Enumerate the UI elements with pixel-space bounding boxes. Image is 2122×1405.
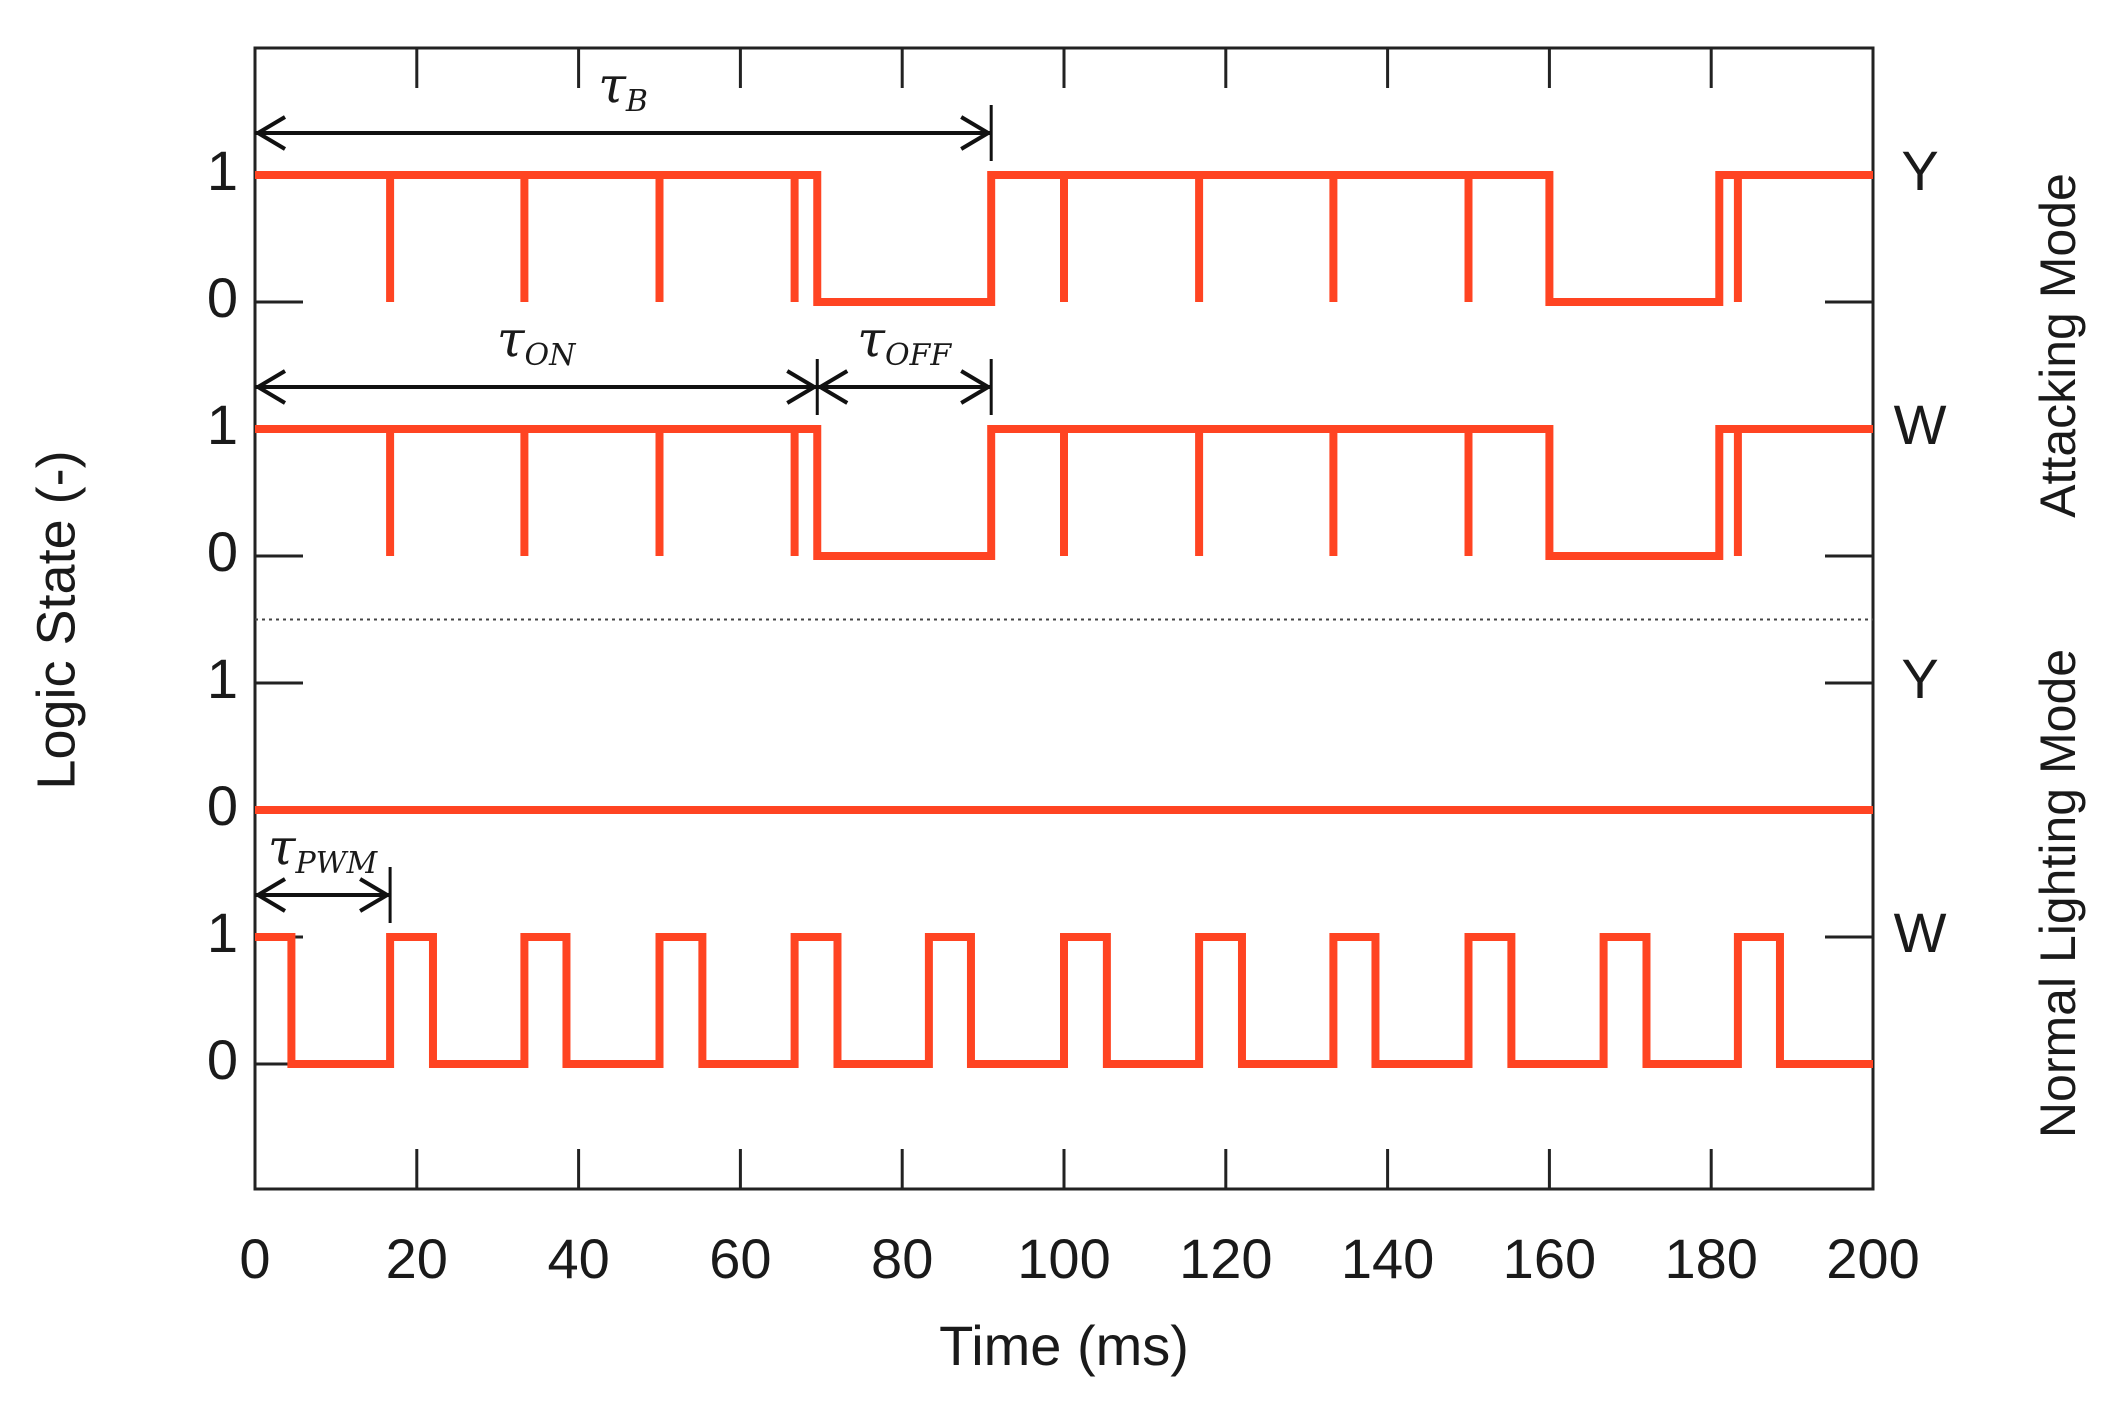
annotation-subscript: B (625, 84, 648, 119)
arrow-head (960, 369, 993, 405)
x-tick-label: 120 (1179, 1227, 1272, 1290)
annotation-label: τOFF (857, 310, 952, 373)
x-tick-label: 100 (1017, 1227, 1110, 1290)
x-tick-label: 160 (1503, 1227, 1596, 1290)
annotation-subscript: PWM (295, 846, 379, 881)
group-label: Attacking Mode (2030, 173, 2086, 518)
series-label: W (1894, 393, 1947, 456)
x-tick-label: 200 (1826, 1227, 1919, 1290)
series-label: Y (1901, 647, 1938, 710)
annotation-label: τB (598, 56, 648, 119)
x-axis-label: Time (ms) (939, 1314, 1189, 1377)
series-label: W (1894, 901, 1947, 964)
y-tick-label: 1 (207, 901, 238, 964)
waveform (255, 171, 1873, 306)
waveform (255, 933, 1873, 1068)
annotation-label: τPWM (268, 818, 379, 881)
annotation-symbol: τ (598, 56, 627, 114)
annotation-symbol: τ (857, 310, 886, 368)
arrow-head (786, 369, 819, 405)
series-label: Y (1901, 139, 1938, 202)
y-tick-label: 0 (207, 774, 238, 837)
arrow-head (254, 115, 287, 151)
annotation-symbol: τ (497, 310, 526, 368)
y-tick-label: 0 (207, 266, 238, 329)
x-tick-label: 80 (871, 1227, 933, 1290)
annotation-label: τON (497, 310, 577, 373)
arrow-head (359, 877, 392, 913)
x-tick-label: 140 (1341, 1227, 1434, 1290)
y-tick-label: 1 (207, 647, 238, 710)
group-label: Normal Lighting Mode (2030, 649, 2086, 1138)
x-tick-label: 60 (709, 1227, 771, 1290)
x-tick-label: 180 (1664, 1227, 1757, 1290)
arrow-head (254, 877, 287, 913)
arrow-head (816, 369, 849, 405)
arrow-head (254, 369, 287, 405)
x-tick-label: 40 (547, 1227, 609, 1290)
waveform (255, 425, 1873, 560)
annotation-symbol: τ (268, 818, 297, 876)
y-tick-label: 0 (207, 1028, 238, 1091)
y-tick-label: 1 (207, 139, 238, 202)
annotation-subscript: OFF (885, 338, 952, 373)
y-axis-label: Logic State (-) (26, 450, 86, 789)
x-tick-label: 0 (239, 1227, 270, 1290)
y-tick-label: 0 (207, 520, 238, 583)
x-tick-label: 20 (386, 1227, 448, 1290)
annotation-subscript: ON (525, 338, 578, 373)
y-tick-label: 1 (207, 393, 238, 456)
arrow-head (960, 115, 993, 151)
